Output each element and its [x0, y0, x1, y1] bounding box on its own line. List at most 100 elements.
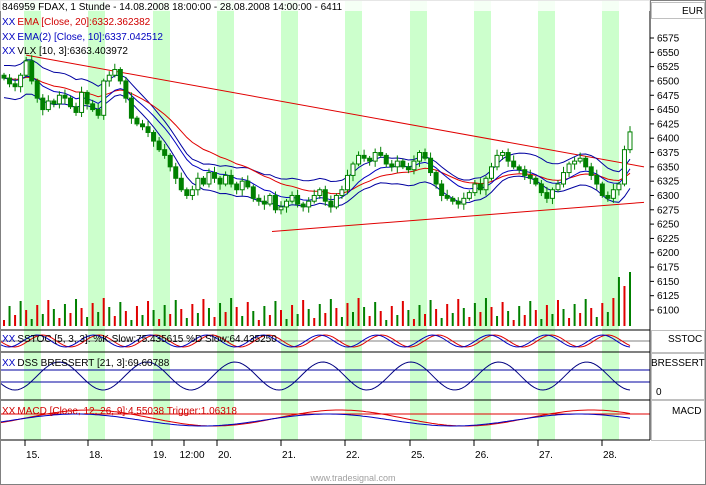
candle-body [272, 194, 278, 211]
session-band [345, 0, 362, 440]
candle-body [123, 80, 129, 99]
candle-body [577, 157, 583, 162]
candle-body [428, 157, 434, 174]
session-band [281, 0, 298, 440]
candle-body [128, 97, 134, 119]
candle-body [461, 197, 467, 205]
candle-body [544, 192, 550, 199]
candle-body [350, 163, 356, 176]
candle-body [389, 163, 395, 168]
header-ema20: XX EMA [Close, 20]:6332.362382 [2, 17, 151, 28]
candle-body [1, 74, 7, 79]
candle-body [156, 140, 162, 151]
candle-body [588, 166, 594, 176]
candle-body [594, 174, 600, 185]
price-tick-label: 6100 [657, 306, 680, 317]
candle-body [67, 97, 73, 108]
price-tick-label: 6125 [657, 291, 680, 302]
candle-body [178, 177, 184, 191]
date-label: 19. [153, 450, 167, 461]
candle-body [477, 183, 483, 191]
date-labels: 15. 18. 19. 12:00 20. 21. 22. 25. 26. 27. 28. [24, 440, 617, 461]
candle-body [200, 177, 206, 185]
candle-body [40, 97, 46, 111]
candle-body [311, 194, 317, 202]
price-tick-label: 6500 [657, 76, 680, 87]
candle-body [433, 172, 439, 185]
candle-body [289, 194, 295, 202]
sstoc-k-line [0, 334, 631, 348]
candle-body [538, 183, 544, 194]
candle-body [29, 60, 35, 82]
axis-box [651, 400, 705, 441]
price-tick-label: 6325 [657, 177, 680, 188]
candle-body [527, 174, 533, 179]
candle-body [444, 194, 450, 199]
candle-body [295, 194, 301, 205]
candle-body [561, 172, 567, 185]
date-label: 15. [26, 450, 40, 461]
candle-body [317, 189, 323, 196]
price-ticks: 6575 6550 6525 6500 6475 6450 6425 6400 6375 6350… [650, 34, 680, 317]
oscillators [0, 334, 650, 427]
candle-body [95, 109, 101, 116]
dss-line [0, 361, 631, 391]
candle-body [610, 189, 616, 199]
price-tick-label: 6200 [657, 248, 680, 259]
candle-body [173, 166, 179, 179]
price-tick-label: 6425 [657, 119, 680, 130]
candle-body [344, 174, 350, 191]
candle-body [361, 154, 367, 159]
session-band [217, 0, 234, 440]
axis-box [651, 330, 705, 353]
dss-axis-label: BRESSERT [651, 358, 705, 369]
candle-body [18, 74, 24, 88]
currency-label: EUR [682, 6, 703, 17]
price-tick-label: 6375 [657, 148, 680, 159]
candle-body [51, 100, 57, 105]
candle-body [195, 177, 201, 191]
candle-body [416, 152, 422, 162]
candle-body [250, 186, 256, 199]
date-label: 28. [603, 450, 617, 461]
candle-body [549, 189, 555, 199]
candle-body [450, 197, 456, 202]
date-label: 25. [411, 450, 425, 461]
candle-body [184, 189, 190, 196]
trendline-resistance [26, 54, 645, 168]
price-tick-label: 6275 [657, 205, 680, 216]
candle-body [112, 68, 118, 76]
candle-body [483, 177, 489, 191]
sstoc-label: XX SSTOC [5, 3, 3]: %K Slow:75.435615 %D … [2, 334, 277, 345]
candle-body [284, 200, 290, 208]
macd-label: XX MACD [Close, 12, 26, 9]:4.55038 Trigge… [2, 406, 237, 417]
candle-body [372, 152, 378, 162]
candle-body [261, 200, 267, 205]
candle-body [566, 163, 572, 174]
macd-axis-label: MACD [672, 406, 701, 417]
candle-body [73, 106, 79, 113]
date-label: 12:00 [179, 450, 204, 461]
candle-body [500, 152, 506, 156]
date-label: 22. [346, 450, 360, 461]
candle-body [56, 94, 62, 105]
price-tick-label: 6525 [657, 62, 680, 73]
candle-body [533, 177, 539, 185]
candle-body [90, 103, 96, 111]
date-label: 20. [218, 450, 232, 461]
candle-body [62, 94, 68, 99]
date-label: 21. [282, 450, 296, 461]
date-label: 18. [89, 450, 103, 461]
trendlines [26, 54, 645, 233]
candle-body [621, 149, 627, 185]
price-tick-label: 6550 [657, 48, 680, 59]
candle-body [139, 123, 145, 128]
header-vlx: XX VLX [10, 3]:6363.403972 [2, 46, 128, 57]
candle-body [472, 183, 478, 194]
axis-box [651, 353, 705, 400]
candle-body [23, 60, 29, 76]
candle-body [206, 172, 212, 185]
candle-body [411, 160, 417, 171]
candle-body [278, 206, 284, 211]
